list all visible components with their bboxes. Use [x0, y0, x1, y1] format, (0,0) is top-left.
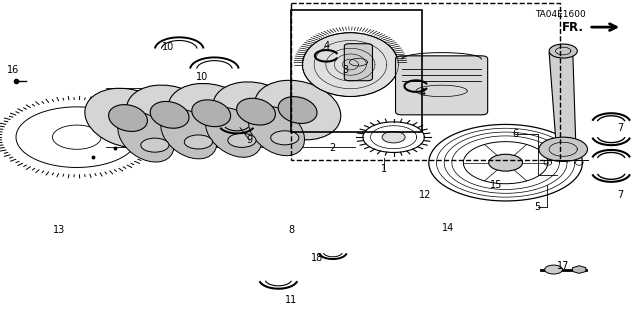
Text: 13: 13: [52, 225, 65, 235]
Ellipse shape: [118, 112, 174, 162]
Text: 18: 18: [310, 253, 323, 263]
Text: 10: 10: [195, 71, 208, 82]
Circle shape: [539, 137, 588, 161]
Text: 2: 2: [330, 143, 336, 153]
Ellipse shape: [127, 85, 212, 145]
Text: 4: 4: [323, 41, 330, 51]
Ellipse shape: [278, 97, 317, 123]
Ellipse shape: [248, 106, 305, 156]
Bar: [291, 3, 560, 160]
Text: 14: 14: [442, 223, 454, 233]
Ellipse shape: [205, 108, 262, 157]
Text: 1: 1: [381, 164, 387, 174]
Circle shape: [489, 154, 522, 171]
Circle shape: [271, 131, 299, 145]
FancyBboxPatch shape: [396, 56, 488, 115]
Ellipse shape: [150, 101, 189, 128]
Text: 6: 6: [512, 129, 518, 139]
Ellipse shape: [213, 82, 299, 141]
Ellipse shape: [168, 84, 254, 143]
Ellipse shape: [109, 105, 147, 131]
Text: 10: 10: [161, 42, 174, 52]
Text: 15: 15: [490, 180, 502, 190]
Circle shape: [184, 135, 212, 149]
FancyBboxPatch shape: [344, 44, 372, 81]
Text: 5: 5: [534, 202, 541, 212]
Text: FR.: FR.: [562, 21, 584, 33]
Text: 17: 17: [557, 261, 570, 271]
Text: 7: 7: [618, 122, 624, 133]
Circle shape: [228, 133, 256, 147]
Text: 16: 16: [6, 65, 19, 75]
Text: 8: 8: [288, 225, 294, 235]
Bar: [291, 10, 422, 132]
Text: 9: 9: [246, 135, 253, 145]
Text: 3: 3: [342, 65, 349, 75]
Text: 11: 11: [285, 295, 298, 305]
Text: 7: 7: [618, 189, 624, 200]
Ellipse shape: [302, 33, 398, 96]
Ellipse shape: [237, 98, 275, 125]
Circle shape: [545, 265, 563, 274]
Ellipse shape: [192, 100, 230, 127]
Circle shape: [141, 138, 169, 152]
Polygon shape: [549, 53, 576, 153]
Circle shape: [382, 131, 405, 143]
Text: TA04E1600: TA04E1600: [535, 10, 586, 19]
Ellipse shape: [85, 88, 171, 148]
Ellipse shape: [255, 80, 340, 140]
Ellipse shape: [161, 109, 217, 159]
Circle shape: [549, 44, 577, 58]
Text: 4: 4: [419, 87, 426, 98]
Text: 12: 12: [419, 189, 432, 200]
Polygon shape: [573, 266, 586, 273]
